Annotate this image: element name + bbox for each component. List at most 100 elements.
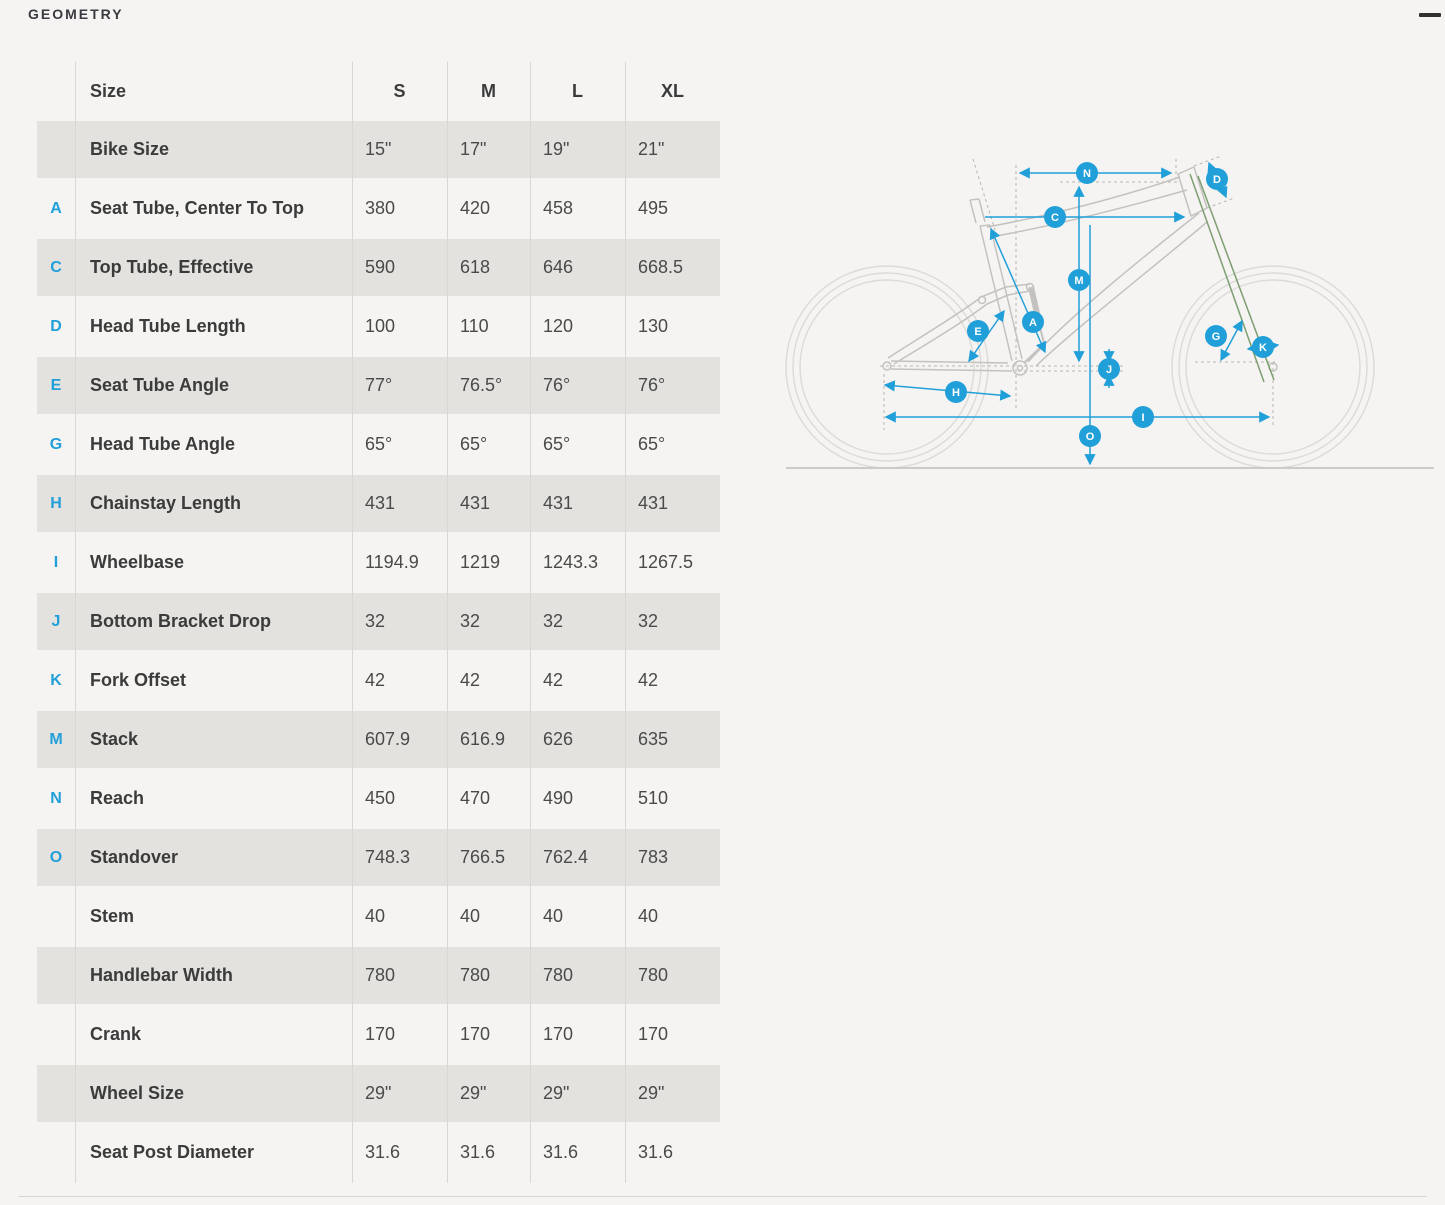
row-value-xl: 668.5 (638, 257, 684, 277)
marker-headtube-length: D (1206, 168, 1228, 190)
row-value-m: 170 (460, 1024, 491, 1044)
row-letter: I (53, 553, 59, 571)
row-value-m: 470 (460, 788, 491, 808)
minus-icon (1419, 13, 1441, 17)
row-value-xl: 29" (638, 1083, 665, 1103)
header-col-s: S (393, 81, 406, 101)
row-letter: N (50, 789, 62, 807)
front-wheel (1171, 265, 1375, 469)
dim-headangle-line (1220, 319, 1243, 362)
row-label: Stem (90, 906, 135, 926)
row-value-m: 17" (460, 139, 487, 159)
row-value-s: 77° (365, 375, 393, 395)
row-value-l: 29" (543, 1083, 570, 1103)
row-value-xl: 32 (638, 611, 659, 631)
svg-text:E: E (974, 326, 981, 338)
table-row: Stem 40 40 40 40 (37, 888, 720, 945)
row-label: Crank (90, 1024, 142, 1044)
row-label: Top Tube, Effective (90, 257, 254, 277)
header-col-xl: XL (660, 81, 684, 101)
row-value-xl: 170 (638, 1024, 669, 1044)
row-value-xl: 510 (638, 788, 669, 808)
header-size: Size (90, 81, 127, 101)
svg-text:O: O (1086, 431, 1095, 443)
row-value-s: 65° (365, 434, 393, 454)
marker-headtube-angle: G (1205, 325, 1227, 347)
table-row: M Stack 607.9 616.9 626 635 (37, 711, 720, 768)
bike-geometry-diagram: A C D E G H I J K M N O (785, 155, 1434, 469)
row-value-l: 31.6 (543, 1142, 579, 1162)
row-value-l: 762.4 (543, 847, 589, 867)
row-label: Handlebar Width (90, 965, 233, 985)
dimension-lines (883, 161, 1280, 466)
row-value-xl: 42 (638, 670, 659, 690)
marker-reach: N (1076, 162, 1098, 184)
row-value-s: 42 (365, 670, 386, 690)
row-value-s: 29" (365, 1083, 392, 1103)
table-row: N Reach 450 470 490 510 (37, 770, 720, 827)
row-value-s: 450 (365, 788, 396, 808)
row-value-s: 380 (365, 198, 396, 218)
row-value-l: 40 (543, 906, 564, 926)
svg-text:H: H (952, 387, 960, 399)
section-divider (18, 1196, 1427, 1197)
table-row: A Seat Tube, Center To Top 380 420 458 495 (37, 180, 720, 237)
row-label: Reach (90, 788, 145, 808)
row-value-m: 420 (460, 198, 491, 218)
svg-text:K: K (1259, 342, 1267, 354)
svg-text:D: D (1213, 174, 1221, 186)
row-letter: G (49, 435, 63, 453)
marker-wheelbase: I (1132, 406, 1154, 428)
row-value-s: 170 (365, 1024, 396, 1044)
geometry-table: Size S M L XL Bike Size 15" 17" 19" 21" A Seat… (37, 62, 720, 1183)
row-value-m: 780 (460, 965, 491, 985)
row-label: Wheelbase (90, 552, 185, 572)
collapse-section-button[interactable] (1401, 0, 1445, 32)
table-row: O Standover 748.3 766.5 762.4 783 (37, 829, 720, 886)
row-label: Seat Post Diameter (90, 1142, 255, 1162)
svg-text:N: N (1083, 168, 1091, 180)
row-value-xl: 130 (638, 316, 669, 336)
marker-fork-offset: K (1252, 336, 1274, 358)
row-value-xl: 1267.5 (638, 552, 694, 572)
row-value-l: 1243.3 (543, 552, 599, 572)
row-value-xl: 40 (638, 906, 659, 926)
row-value-l: 76° (543, 375, 571, 395)
row-value-s: 748.3 (365, 847, 411, 867)
row-label: Seat Tube Angle (90, 375, 230, 395)
table-body: Bike Size 15" 17" 19" 21" A Seat Tube, Center … (37, 121, 720, 1181)
marker-stack: M (1068, 269, 1090, 291)
row-value-m: 40 (460, 906, 481, 926)
svg-text:G: G (1212, 331, 1221, 343)
row-letter: O (49, 848, 63, 866)
row-value-xl: 21" (638, 139, 665, 159)
row-value-xl: 780 (638, 965, 669, 985)
row-value-l: 19" (543, 139, 570, 159)
row-label: Fork Offset (90, 670, 187, 690)
row-value-m: 31.6 (460, 1142, 496, 1162)
row-value-l: 170 (543, 1024, 574, 1044)
rear-wheel (785, 265, 989, 469)
row-letter: H (50, 494, 62, 512)
row-value-l: 120 (543, 316, 574, 336)
table-row: K Fork Offset 42 42 42 42 (37, 652, 720, 709)
row-value-s: 1194.9 (365, 552, 419, 572)
row-value-l: 490 (543, 788, 574, 808)
table-row: D Head Tube Length 100 110 120 130 (37, 298, 720, 355)
row-value-s: 32 (365, 611, 386, 631)
row-value-m: 618 (460, 257, 491, 277)
row-value-xl: 31.6 (638, 1142, 674, 1162)
marker-chainstay: H (945, 381, 967, 403)
row-value-m: 616.9 (460, 729, 506, 749)
row-label: Wheel Size (90, 1083, 185, 1103)
row-value-l: 431 (543, 493, 574, 513)
row-value-m: 42 (460, 670, 481, 690)
header-col-l: L (572, 81, 583, 101)
row-label: Seat Tube, Center To Top (90, 198, 305, 218)
header-col-m: M (481, 81, 496, 101)
table-row: Handlebar Width 780 780 780 780 (37, 947, 720, 1004)
svg-text:I: I (1141, 412, 1144, 424)
row-value-m: 110 (460, 316, 489, 336)
table-row: C Top Tube, Effective 590 618 646 668.5 (37, 239, 720, 296)
page-title: GEOMETRY (28, 6, 124, 22)
